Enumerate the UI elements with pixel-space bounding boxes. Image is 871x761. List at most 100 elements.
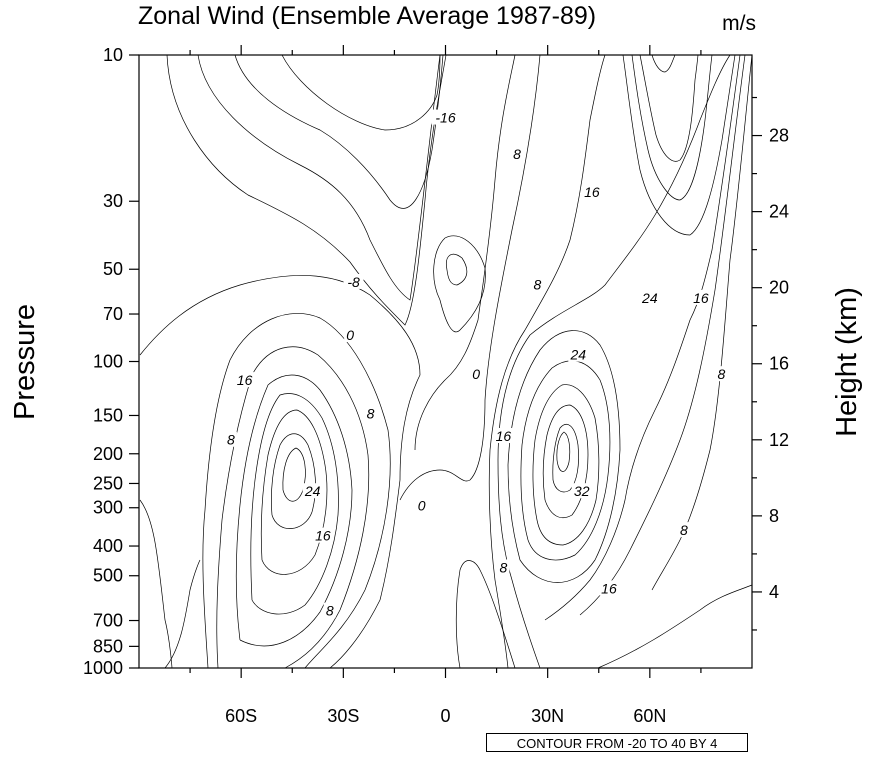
y2-axis-label: Height (km) [831,287,863,437]
y-tick-label: 300 [93,498,123,518]
contour-line [399,54,541,501]
x-tick-label: 30S [327,706,359,726]
contour-line [488,54,606,669]
contour-label-bg [415,497,428,513]
contour-line [250,393,339,615]
contour-line [544,54,741,621]
contour-label-bg [344,327,357,343]
contour-label-bg [343,273,364,289]
contour-label: 24 [304,483,321,499]
contour-line [631,54,713,201]
y2-tick-label: 24 [769,202,789,222]
contour-line [651,54,753,591]
y-tick-label: 700 [93,611,123,631]
y-tick-label: 70 [103,304,123,324]
contour-label: 16 [584,184,600,200]
contour-label-bg [224,431,237,447]
y-tick-label: 400 [93,536,123,556]
y-tick-label: 500 [93,566,123,586]
units-label: m/s [722,12,756,35]
y2-tick-label: 20 [769,278,789,298]
y-axis-label: Pressure [9,304,41,420]
y-tick-label: 100 [93,352,123,372]
contour-label-bg [497,559,510,575]
contour-label-bg [493,427,514,443]
contour-line [507,330,621,583]
contour-label-bg [690,289,711,305]
contour-label: 8 [499,559,507,575]
y2-tick-label: 16 [769,354,789,374]
y-tick-label: 1000 [83,658,123,678]
y-tick-label: 200 [93,444,123,464]
contour-label: 24 [570,347,587,363]
contour-line [414,54,516,451]
contour-line [579,54,746,616]
contour-line [532,384,600,546]
contour-label-bg [302,483,323,499]
contour-line [260,409,328,575]
contour-line [166,54,447,326]
contour-label-bg [581,184,602,200]
contour-label: 8 [680,522,688,538]
contour-label: 16 [496,428,512,444]
contour-line [552,424,579,493]
contour-line [520,360,611,561]
contour-line [234,54,444,209]
contour-label: 0 [472,366,480,382]
contour-line [202,313,391,669]
contour-label: 8 [367,406,375,422]
contour-label-bg [568,346,589,362]
contour-label: 0 [418,498,426,514]
x-tick-label: 0 [440,706,450,726]
contour-label-bg [323,602,336,618]
y-tick-label: 10 [103,45,123,65]
contour-label-bg [639,289,660,305]
contour-line [197,54,441,301]
contour-line [622,54,736,236]
contour-label: -8 [347,274,360,290]
contour-label-bg [431,109,460,125]
contour-line [235,374,353,647]
y2-tick-label: 8 [769,506,779,526]
contour-label: 8 [717,366,725,382]
contour-label: -16 [435,110,455,126]
x-tick-label: 60N [633,706,666,726]
contour-label: 8 [227,432,235,448]
contour-info-box: CONTOUR FROM -20 TO 40 BY 4 [486,733,748,752]
contour-label: 0 [346,327,354,343]
y-tick-label: 850 [93,636,123,656]
contour-line [216,346,370,669]
contour-label: 16 [601,580,617,596]
contour-line [455,560,516,669]
contour-line [281,54,441,131]
contour-label-bg [715,366,728,382]
contour-label: 8 [513,146,521,162]
contour-line [556,431,571,472]
y2-tick-label: 28 [769,126,789,146]
contour-label-bg [677,522,690,538]
contour-label: 32 [574,483,590,499]
y-tick-label: 30 [103,191,123,211]
contour-label-bg [511,145,524,161]
contour-label-bg [531,276,544,292]
contour-label-bg [364,405,377,421]
contour-label: 16 [237,372,253,388]
y-tick-label: 250 [93,473,123,493]
y2-tick-label: 12 [769,430,789,450]
contour-line [651,54,676,73]
contour-label-bg [470,366,483,382]
contour-line [271,433,316,529]
contour-line [446,253,468,286]
chart-title: Zonal Wind (Ensemble Average 1987-89) [138,2,597,30]
contour-label: 16 [315,528,331,544]
contour-label: 8 [534,276,542,292]
contour-label: 8 [326,603,334,619]
contour-line [139,275,421,669]
y-tick-label: 50 [103,259,123,279]
contour-label-bg [312,527,333,543]
y-tick-label: 150 [93,405,123,425]
contour-label-bg [598,580,619,596]
contour-line [542,404,589,519]
x-tick-label: 30N [531,706,564,726]
